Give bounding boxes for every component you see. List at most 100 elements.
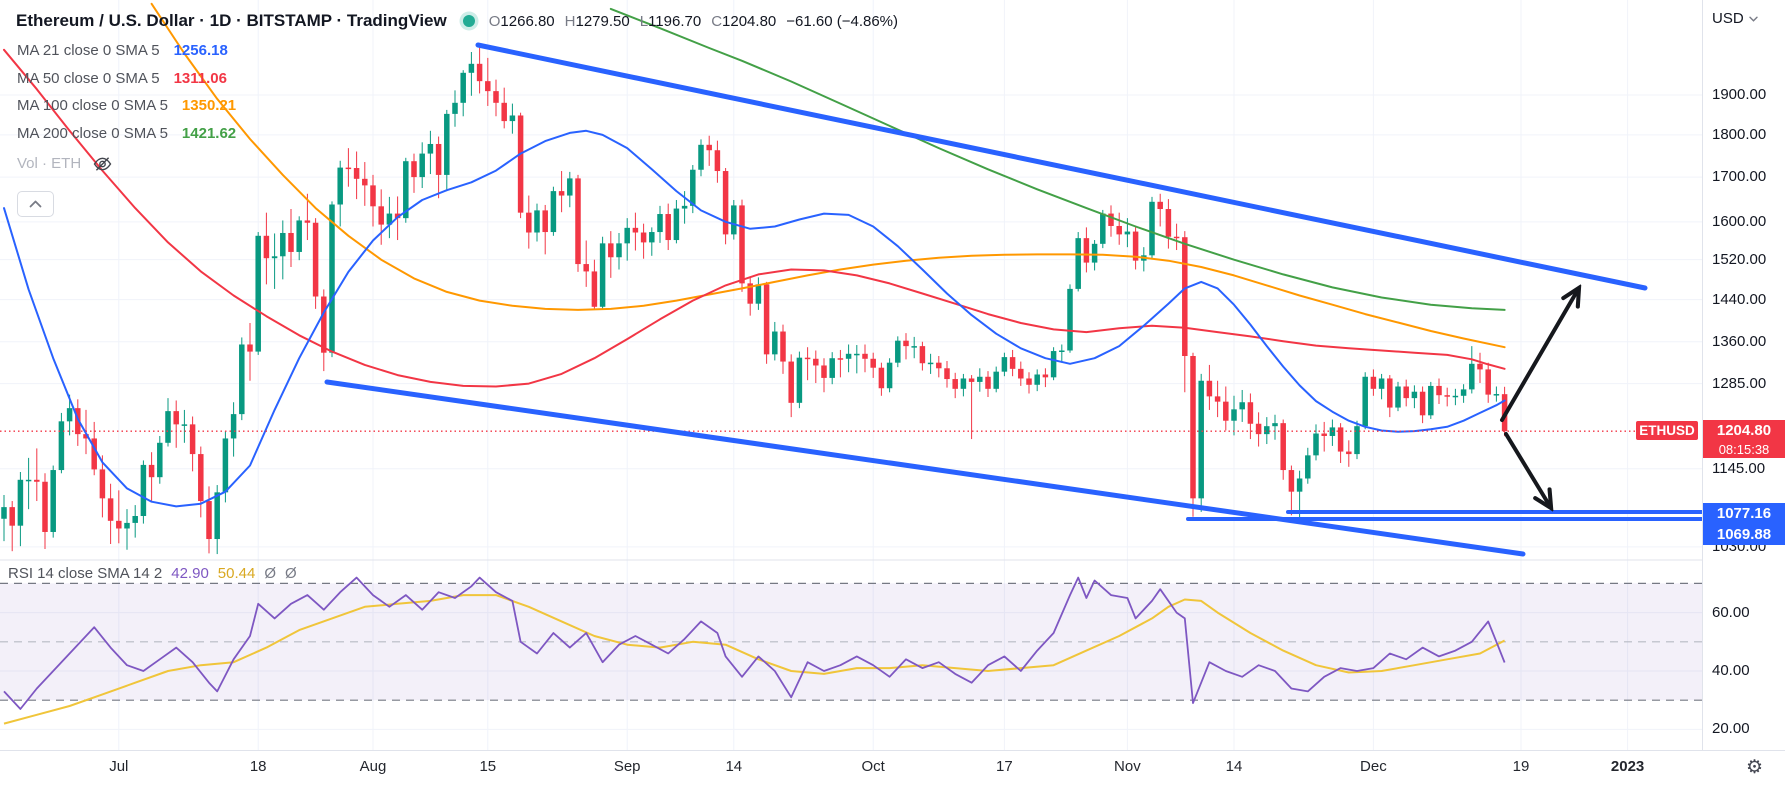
eye-off-icon[interactable] bbox=[93, 155, 112, 173]
grid-lines bbox=[0, 0, 1702, 750]
candle-body bbox=[763, 284, 770, 355]
candle-body bbox=[99, 469, 106, 499]
candlestick-series bbox=[1, 45, 1508, 555]
candle-body bbox=[181, 424, 188, 426]
candle-body bbox=[1419, 391, 1426, 416]
candle-body bbox=[17, 479, 24, 526]
candle-body bbox=[977, 376, 983, 382]
ma50-line[interactable] bbox=[3, 48, 1506, 388]
candle-body bbox=[435, 143, 442, 175]
drawing-annotations[interactable] bbox=[0, 42, 1706, 557]
rsi-label: RSI 14 close SMA 14 2 bbox=[8, 565, 163, 582]
candle-body bbox=[132, 516, 138, 523]
candle-body bbox=[1059, 350, 1065, 352]
price-tick-label: 1360.00 bbox=[1712, 332, 1767, 350]
low-label: L bbox=[639, 12, 649, 30]
candle-body bbox=[1042, 374, 1049, 378]
ma100-line[interactable] bbox=[150, 2, 1506, 349]
candle-body bbox=[1378, 378, 1385, 389]
collapse-legend-button[interactable] bbox=[17, 191, 54, 217]
candle-body bbox=[936, 362, 942, 369]
candle-body bbox=[927, 362, 934, 365]
candle-body bbox=[394, 213, 401, 219]
gear-icon[interactable]: ⚙ bbox=[1745, 757, 1763, 778]
candle-body bbox=[116, 520, 122, 529]
candle-body bbox=[485, 81, 491, 92]
candle-body bbox=[1280, 423, 1286, 471]
indicator-legend-ma100[interactable]: MA 100 close 0 SMA 5 1350.21 bbox=[17, 96, 236, 115]
candle-body bbox=[1403, 386, 1409, 399]
support-level-label-2: 1069.88 bbox=[1703, 524, 1785, 545]
candle-body bbox=[230, 414, 237, 439]
candle-body bbox=[1362, 376, 1368, 427]
candle-body bbox=[1198, 380, 1204, 499]
rsi-indicator-legend[interactable]: RSI 14 close SMA 14 2 42.90 50.44 Ø Ø bbox=[8, 565, 297, 582]
indicator-legend-ma50[interactable]: MA 50 close 0 SMA 5 1311.06 bbox=[17, 69, 236, 88]
ohlc-values: O1266.80 H1279.50 L1196.70 C1204.80 −61.… bbox=[489, 13, 898, 30]
indicator-legend-ma21[interactable]: MA 21 close 0 SMA 5 1256.18 bbox=[17, 41, 236, 60]
ma21-line[interactable] bbox=[3, 129, 1506, 508]
candle-body bbox=[649, 232, 655, 243]
candle-body bbox=[739, 205, 745, 284]
candle-body bbox=[1075, 238, 1081, 289]
candle-body bbox=[993, 371, 999, 389]
rsi-line[interactable] bbox=[3, 576, 1506, 710]
candle-body bbox=[263, 235, 270, 259]
candle-body bbox=[788, 361, 794, 403]
rsi-tick-label: 20.00 bbox=[1712, 720, 1750, 738]
candle-body bbox=[616, 243, 622, 258]
open-value: 1266.80 bbox=[500, 12, 555, 30]
candle-body bbox=[1321, 433, 1327, 436]
candle-body bbox=[567, 178, 573, 196]
rsi-tick-label: 60.00 bbox=[1712, 603, 1750, 621]
candle-body bbox=[1083, 238, 1090, 263]
candle-body bbox=[312, 222, 319, 297]
candle-body bbox=[9, 507, 15, 526]
trendline-1[interactable] bbox=[475, 42, 1648, 291]
candle-body bbox=[1, 507, 7, 519]
time-tick-label: Oct bbox=[861, 758, 885, 775]
candle-body bbox=[148, 464, 155, 478]
trendline-2[interactable] bbox=[324, 379, 1526, 557]
ma200-line[interactable] bbox=[609, 7, 1506, 311]
price-axis[interactable]: USD 1900.00 1800.00 1700.00 1600.00 1520.00 1… bbox=[1702, 0, 1785, 750]
symbol-title[interactable]: Ethereum / U.S. Dollar · 1D · BITSTAMP ·… bbox=[16, 11, 447, 30]
candle-body bbox=[288, 232, 294, 252]
rsi-lines[interactable] bbox=[3, 576, 1506, 725]
candle-body bbox=[91, 438, 97, 470]
candle-body bbox=[714, 150, 721, 172]
time-axis[interactable]: Jul 18 Aug 15 Sep 14 Oct 17 Nov 14 Dec 19 2023 ⚙ bbox=[0, 750, 1785, 785]
ma200-label: MA 200 close 0 SMA 5 bbox=[17, 124, 168, 142]
ma21-value: 1256.18 bbox=[173, 42, 228, 59]
rsi-placeholder-1: Ø bbox=[264, 565, 277, 582]
candle-body bbox=[837, 358, 844, 360]
candle-body bbox=[140, 464, 147, 517]
rsi-ma-line[interactable] bbox=[3, 594, 1506, 725]
currency-selector[interactable]: USD bbox=[1712, 10, 1758, 27]
candle-body bbox=[796, 357, 803, 403]
candle-body bbox=[1108, 213, 1114, 226]
candle-body bbox=[1132, 231, 1139, 261]
time-tick-label: 18 bbox=[249, 758, 267, 775]
indicator-legend-volume[interactable]: Vol · ETH bbox=[17, 155, 236, 173]
low-value: 1196.70 bbox=[648, 12, 702, 30]
candle-body bbox=[911, 346, 917, 348]
current-price-symbol-tag: ETHUSD bbox=[1636, 421, 1698, 440]
indicator-legend-ma200[interactable]: MA 200 close 0 SMA 5 1421.62 bbox=[17, 124, 236, 143]
candle-body bbox=[66, 408, 73, 422]
candle-body bbox=[1100, 213, 1106, 244]
candle-body bbox=[83, 434, 89, 439]
moving-average-lines[interactable] bbox=[3, 2, 1506, 508]
arrow-down-annotation[interactable] bbox=[1504, 432, 1548, 503]
candle-body bbox=[681, 205, 688, 209]
candle-body bbox=[772, 331, 778, 355]
candle-body bbox=[378, 206, 384, 225]
candle-body bbox=[124, 522, 130, 529]
candle-body bbox=[1354, 426, 1360, 455]
arrow-up-annotation[interactable] bbox=[1500, 293, 1576, 422]
candle-body bbox=[1182, 237, 1188, 357]
candle-body bbox=[1493, 394, 1500, 396]
candle-body bbox=[222, 438, 229, 493]
candle-body bbox=[107, 498, 114, 521]
